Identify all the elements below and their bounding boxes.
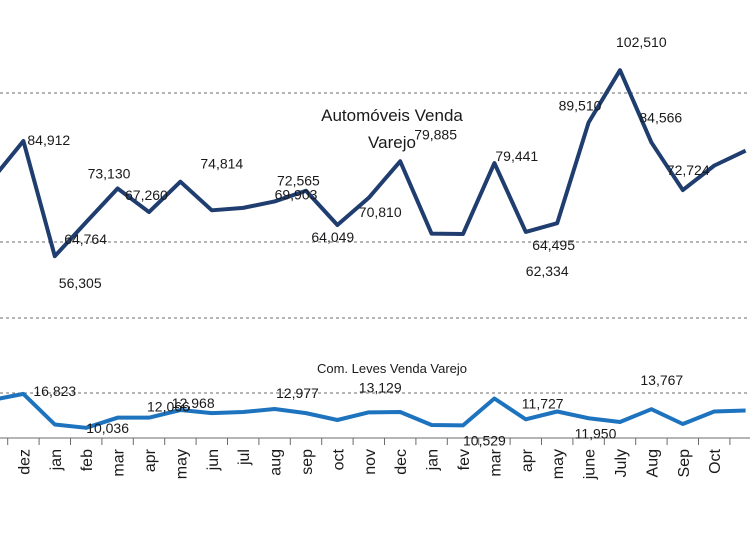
x-tick-label: mar [111, 448, 128, 476]
data-label: 74,814 [200, 156, 243, 172]
x-tick-label: jan [48, 449, 65, 471]
gridlines [0, 92, 750, 394]
data-label: 72,565 [277, 173, 320, 189]
data-label: 69,903 [275, 186, 318, 202]
x-tick-label: dez [16, 449, 33, 475]
x-tick-label: fev [456, 449, 473, 470]
data-label: 73,130 [88, 165, 131, 181]
data-label: 102,510 [616, 34, 667, 50]
data-label: 13,129 [359, 379, 402, 395]
x-tick-label: nov [362, 449, 379, 475]
x-tick-label: dec [393, 449, 410, 475]
data-label: 12,968 [172, 395, 215, 411]
x-tick-label: sep [299, 449, 316, 475]
x-tick-label: may [173, 449, 190, 479]
series-lines [0, 68, 747, 430]
data-label: 11,950 [575, 425, 617, 441]
x-tick-label: aug [268, 449, 285, 476]
x-tick-label: mar [487, 448, 504, 476]
data-label: 64,495 [532, 237, 575, 253]
data-label: 72,724 [667, 162, 710, 178]
data-label: 16,823 [33, 383, 76, 399]
data-label: 70,810 [359, 204, 402, 220]
series-title-automoveis-line1: Automóveis Venda [321, 106, 463, 125]
x-tick-label: jun [205, 449, 222, 471]
data-label: 84,566 [639, 109, 682, 125]
series-title-com-leves: Com. Leves Venda Varejo [317, 361, 467, 376]
data-label: 79,885 [414, 126, 457, 142]
data-label: 62,334 [526, 263, 569, 279]
x-tick-labels: dez jan feb mar apr may jun jul aug sep oct nov dec j… [7, 438, 731, 480]
x-tick-label: may [550, 449, 567, 479]
x-tick-label: june [582, 449, 599, 480]
x-tick-label: jan [425, 449, 442, 471]
x-tick-label: July [613, 449, 630, 477]
data-label: 64,764 [64, 231, 107, 247]
data-label: 64,049 [311, 229, 354, 245]
data-labels: 84,912 56,305 64,764 73,130 67,260 74,814 69,9… [27, 34, 709, 448]
series-title-automoveis-line2: Varejo [368, 133, 416, 152]
data-label: 10,529 [463, 432, 506, 448]
x-tick-label: apr [142, 448, 159, 472]
data-label: 13,767 [640, 372, 683, 388]
data-label: 56,305 [59, 275, 102, 291]
data-label: 89,510 [559, 98, 602, 114]
x-tick-label: Sep [676, 449, 693, 478]
x-tick-label: apr [519, 448, 536, 472]
data-label: 12,066 [147, 399, 190, 415]
data-label: 79,441 [495, 148, 538, 164]
x-tick-label: jul [236, 449, 253, 466]
data-label: 67,260 [125, 187, 168, 203]
series-line-0 [0, 68, 747, 259]
x-tick-label: Aug [644, 449, 661, 477]
data-label: 11,727 [522, 395, 564, 411]
data-label: 10,036 [86, 420, 129, 436]
data-label: 12,977 [276, 385, 319, 401]
x-tick-label: feb [79, 449, 96, 471]
series-line-1 [0, 391, 746, 430]
x-tick-label: oct [330, 448, 347, 470]
x-tick-label: Oct [707, 448, 724, 473]
data-label: 84,912 [27, 132, 70, 148]
